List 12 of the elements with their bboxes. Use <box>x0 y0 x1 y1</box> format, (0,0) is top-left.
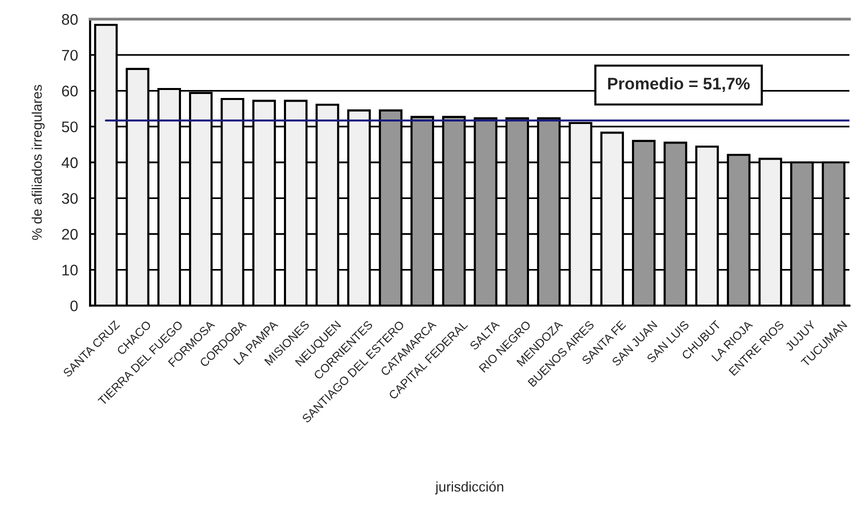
y-axis-title: % de afiliados irregulares <box>32 84 45 240</box>
y-tick-label: 20 <box>62 228 78 240</box>
y-tick-label: 40 <box>62 157 78 168</box>
y-tick-label: 60 <box>62 86 78 96</box>
x-axis-title: jurisdicción <box>435 481 504 494</box>
y-tick-label: 10 <box>62 264 78 276</box>
y-tick-label: 0 <box>70 300 78 312</box>
ref-line-label: Promedio = 51,7% <box>608 77 750 92</box>
y-tick-label: 80 <box>62 14 78 25</box>
y-tick-label: 50 <box>62 121 78 132</box>
y-tick-label: 70 <box>62 50 78 61</box>
y-tick-label: 30 <box>62 193 78 204</box>
